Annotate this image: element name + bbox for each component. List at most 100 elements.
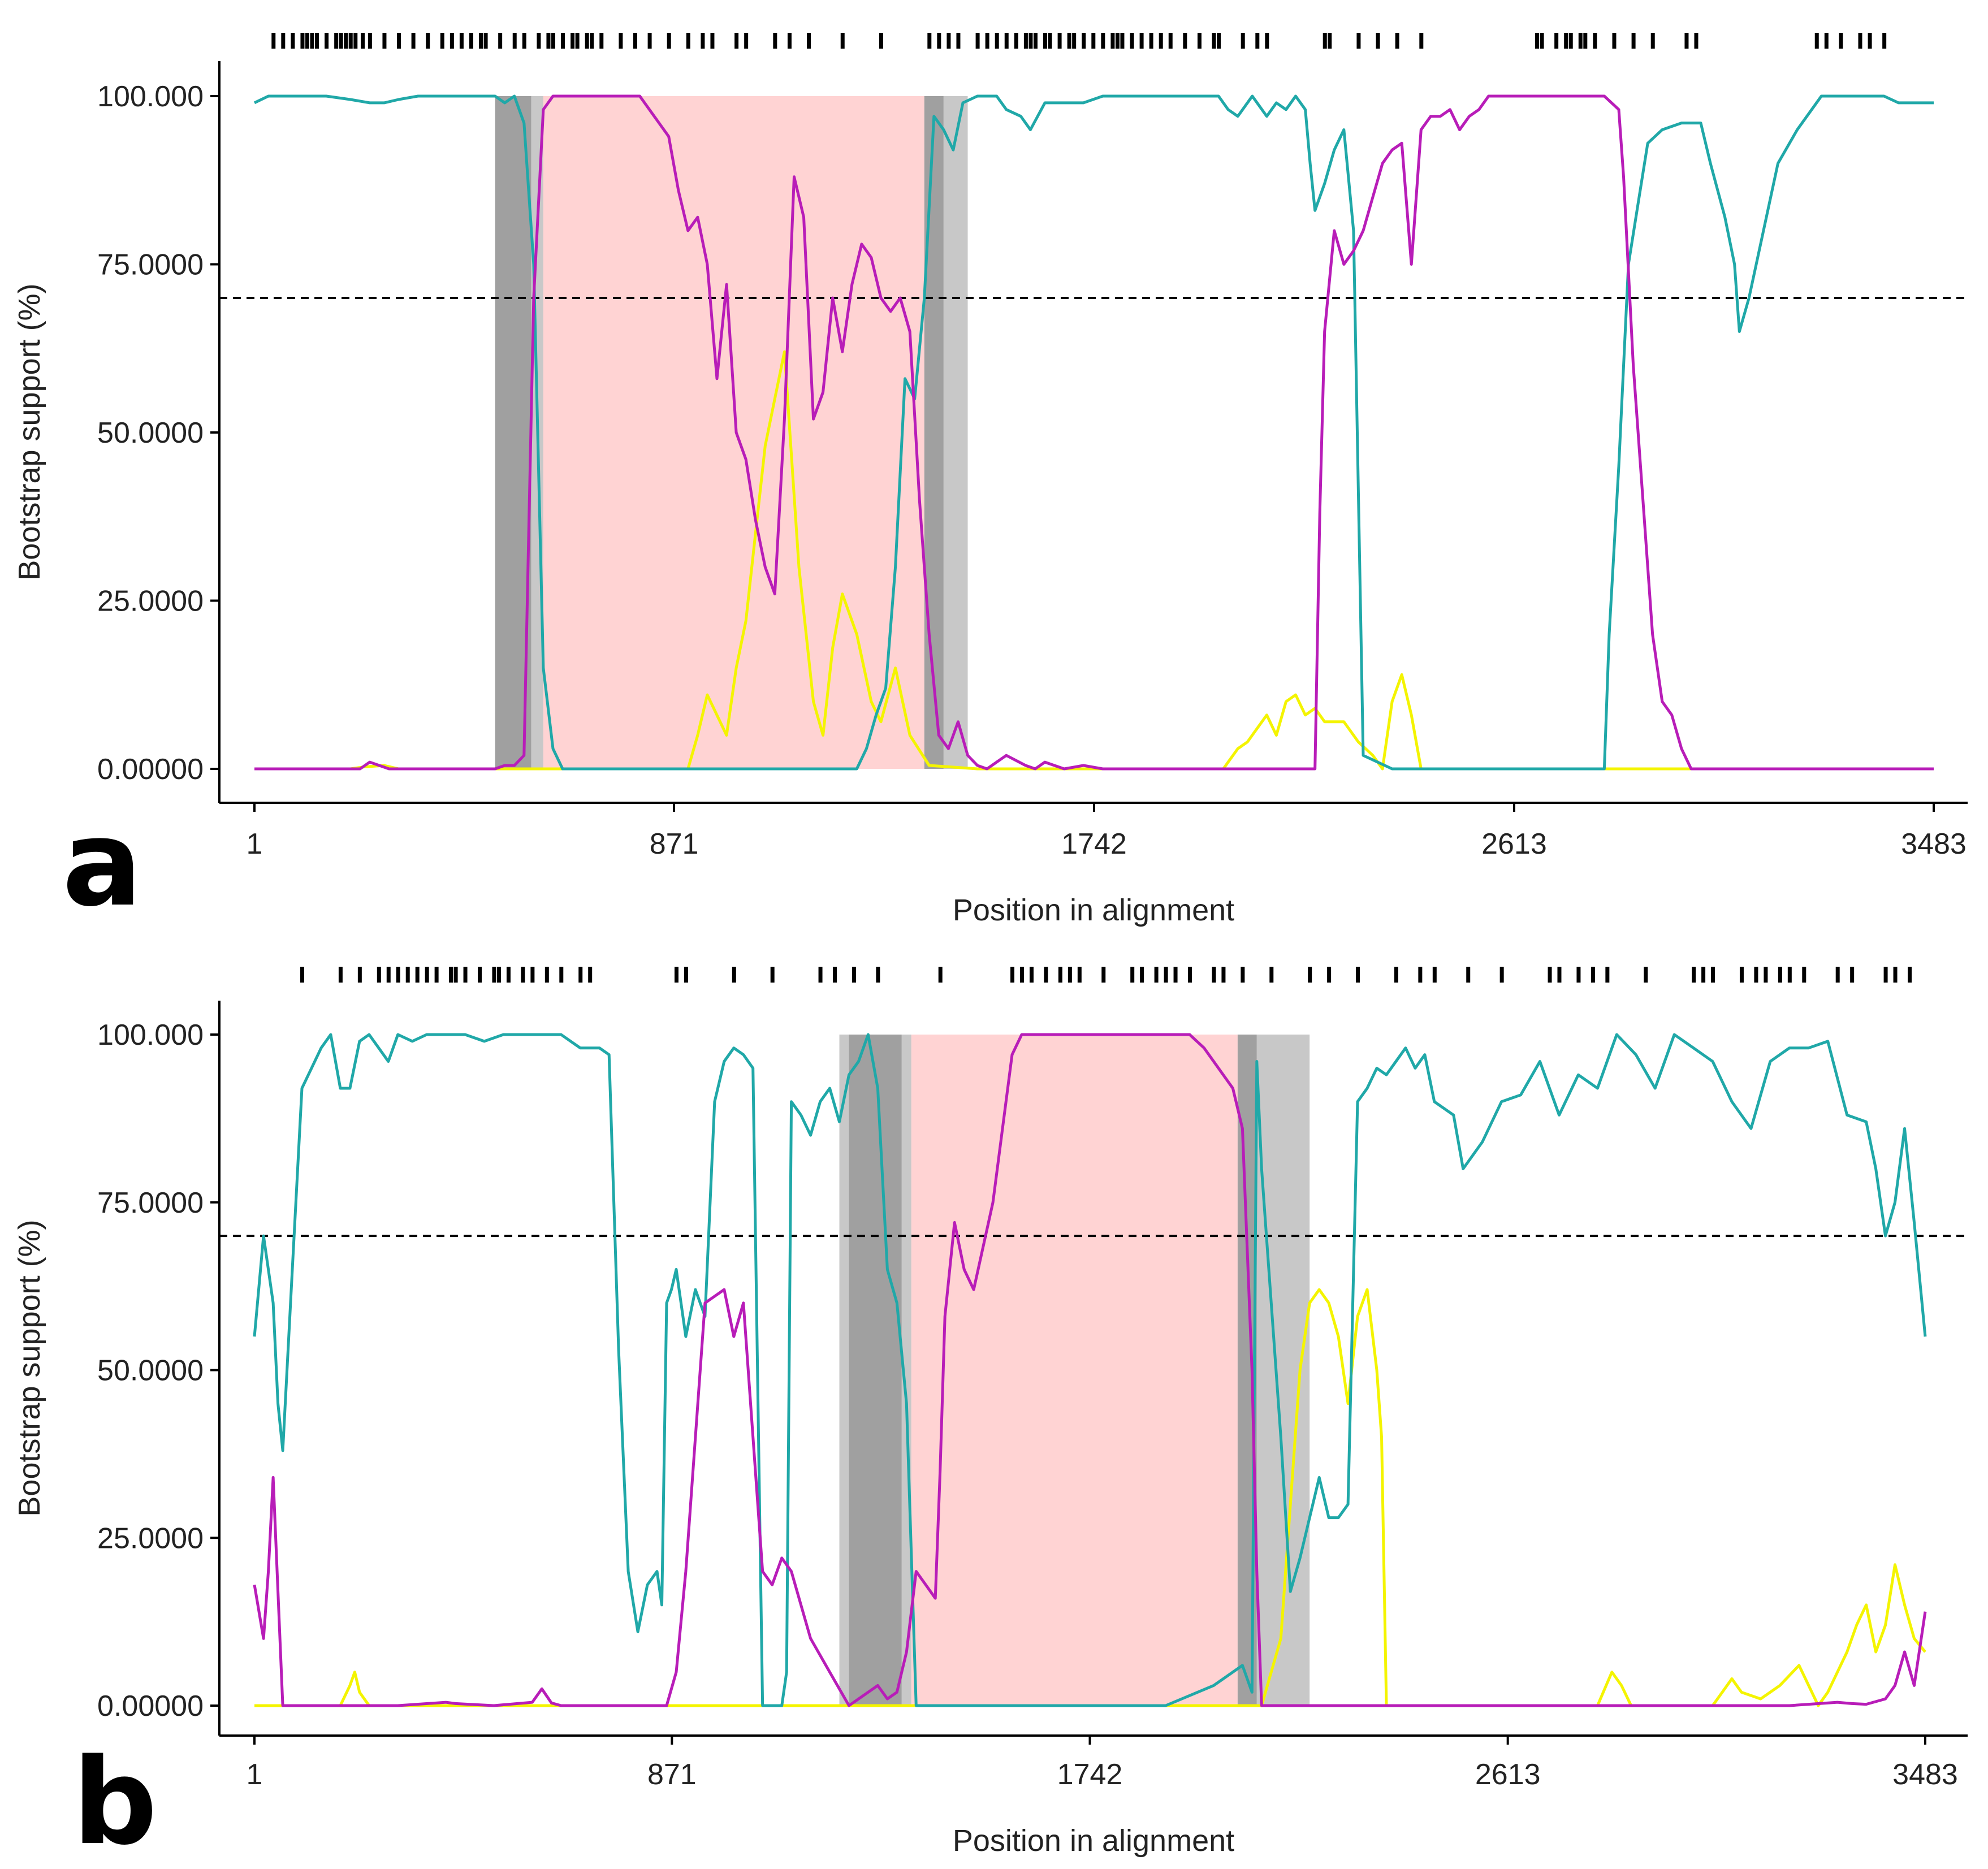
informative-site-mark [1612, 33, 1617, 49]
informative-site-mark [348, 33, 353, 49]
informative-site-mark [469, 33, 473, 49]
informative-site-mark [1605, 967, 1610, 983]
informative-site-mark [1850, 967, 1855, 983]
region-recombinant-region-2 [543, 96, 924, 769]
informative-site-mark [1149, 33, 1153, 49]
region-breakpoint-ci-light-2 [901, 1035, 911, 1706]
informative-site-mark [1044, 967, 1048, 983]
informative-site-mark [357, 967, 362, 983]
informative-site-mark [353, 33, 358, 49]
informative-site-mark [1554, 33, 1559, 49]
informative-site-mark [1868, 33, 1872, 49]
informative-site-mark [544, 967, 549, 983]
informative-site-mark [344, 33, 348, 49]
panel-a: 0.00000 25.0000 50.0000 75.0000 100.000 1 871 1… [12, 33, 1968, 933]
x-tick-label: 3483 [1901, 828, 1967, 860]
informative-site-mark [744, 33, 749, 49]
informative-site-mark [852, 967, 856, 983]
informative-site-mark [551, 33, 555, 49]
informative-site-mark [449, 967, 453, 983]
informative-site-mark [879, 33, 883, 49]
informative-site-mark [305, 33, 309, 49]
x-tick-label: 2613 [1475, 1758, 1541, 1791]
informative-site-mark [1548, 967, 1552, 983]
informative-site-mark [1540, 33, 1544, 49]
informative-site-mark [590, 33, 594, 49]
series-line-teal [253, 1033, 1927, 1707]
informative-site-mark [571, 33, 575, 49]
informative-site-mark [1068, 967, 1072, 983]
informative-site-mark [1130, 33, 1134, 49]
y-tick-label: 0.00000 [97, 1690, 204, 1723]
informative-site-mark [686, 33, 690, 49]
informative-site-mark [315, 33, 319, 49]
y-axis-title: Bootstrap support (%) [12, 283, 46, 580]
informative-site-mark [734, 33, 739, 49]
informative-site-mark [937, 33, 941, 49]
informative-site-mark [1739, 967, 1744, 983]
informative-site-mark [1197, 33, 1202, 49]
region-recombinant-region-3 [911, 1035, 1238, 1706]
informative-site-mark [1893, 967, 1898, 983]
informative-site-mark [1212, 33, 1216, 49]
informative-site-mark [459, 33, 464, 49]
informative-site-mark [1241, 967, 1245, 983]
informative-site-mark [1814, 33, 1819, 49]
informative-site-mark [440, 33, 444, 49]
informative-site-mark [1824, 33, 1829, 49]
informative-site-mark [710, 33, 715, 49]
x-tick-label: 871 [650, 828, 699, 860]
informative-site-mark [647, 33, 652, 49]
informative-site-mark [1057, 33, 1062, 49]
informative-site-mark [537, 33, 541, 49]
informative-site-mark [281, 33, 286, 49]
x-tick-label: 3483 [1892, 1758, 1958, 1791]
informative-site-mark [1882, 33, 1887, 49]
informative-site-mark [585, 33, 589, 49]
informative-site-mark [492, 967, 496, 983]
informative-site-mark [975, 33, 980, 49]
informative-site-mark [985, 33, 989, 49]
informative-site-mark [377, 967, 381, 983]
informative-site-mark [426, 33, 430, 49]
informative-site-mark [1802, 967, 1807, 983]
informative-site-mark [479, 33, 483, 49]
informative-site-mark [732, 967, 736, 983]
informative-site-mark [1466, 967, 1471, 983]
informative-site-mark [1072, 33, 1077, 49]
panel-label: b [72, 1733, 157, 1869]
informative-site-mark [1101, 33, 1105, 49]
informative-site-mark [1835, 967, 1840, 983]
informative-site-mark [463, 967, 468, 983]
informative-site-mark [674, 967, 678, 983]
informative-site-mark [633, 33, 637, 49]
panel-b: 0.00000 25.0000 50.0000 75.0000 100.000 1 871 1… [12, 967, 1968, 1869]
informative-site-mark [361, 33, 365, 49]
informative-site-mark [1535, 33, 1540, 49]
informative-site-mark [1764, 967, 1768, 983]
informative-site-mark [1048, 33, 1052, 49]
y-tick-label: 25.0000 [97, 585, 204, 618]
informative-site-mark [1564, 33, 1568, 49]
informative-site-mark [1327, 967, 1332, 983]
informative-site-mark [1907, 967, 1912, 983]
informative-site-mark [1694, 33, 1699, 49]
x-tick-label: 2613 [1481, 828, 1547, 860]
region-breakpoint-ci-dark-3 [924, 96, 944, 769]
x-tick-label: 1 [247, 828, 263, 860]
informative-site-mark [575, 33, 580, 49]
informative-site-mark [1217, 33, 1221, 49]
informative-site-mark [1019, 967, 1024, 983]
informative-site-mark [1754, 967, 1758, 983]
informative-site-mark [1212, 967, 1216, 983]
informative-site-mark [770, 967, 775, 983]
informative-site-mark [1328, 33, 1332, 49]
informative-site-mark [1269, 967, 1274, 983]
series-line-yellow [254, 350, 1934, 771]
informative-site-mark [1110, 33, 1115, 49]
informative-site-mark [478, 967, 482, 983]
informative-site-mark [453, 967, 458, 983]
informative-site-mark [1004, 33, 1009, 49]
informative-site-mark [522, 33, 526, 49]
